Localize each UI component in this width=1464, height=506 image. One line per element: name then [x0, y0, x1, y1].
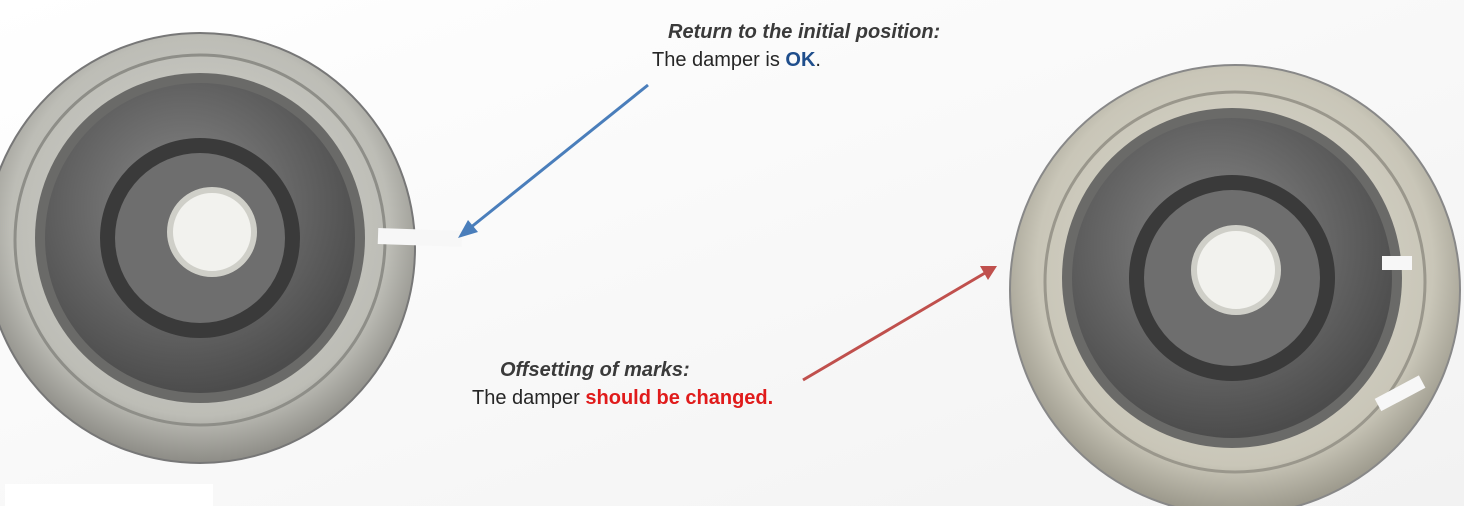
illustration — [0, 0, 1464, 506]
damper-right — [1010, 65, 1460, 506]
caption-body: The damper is OK. — [652, 46, 940, 74]
slide: Return to the initial position: The damp… — [0, 0, 1464, 506]
blank-box — [5, 484, 213, 506]
caption-text: The damper is — [652, 49, 780, 71]
caption-change: Offsetting of marks: The damper should b… — [500, 356, 773, 412]
caption-text: The damper — [472, 387, 580, 409]
caption-highlight: OK — [785, 49, 815, 71]
caption-title: Offsetting of marks: — [500, 356, 773, 384]
caption-highlight: should be changed. — [585, 387, 773, 409]
caption-ok: Return to the initial position: The damp… — [668, 18, 940, 74]
caption-body: The damper should be changed. — [472, 384, 773, 412]
caption-end: . — [815, 49, 821, 71]
caption-title: Return to the initial position: — [668, 18, 940, 46]
